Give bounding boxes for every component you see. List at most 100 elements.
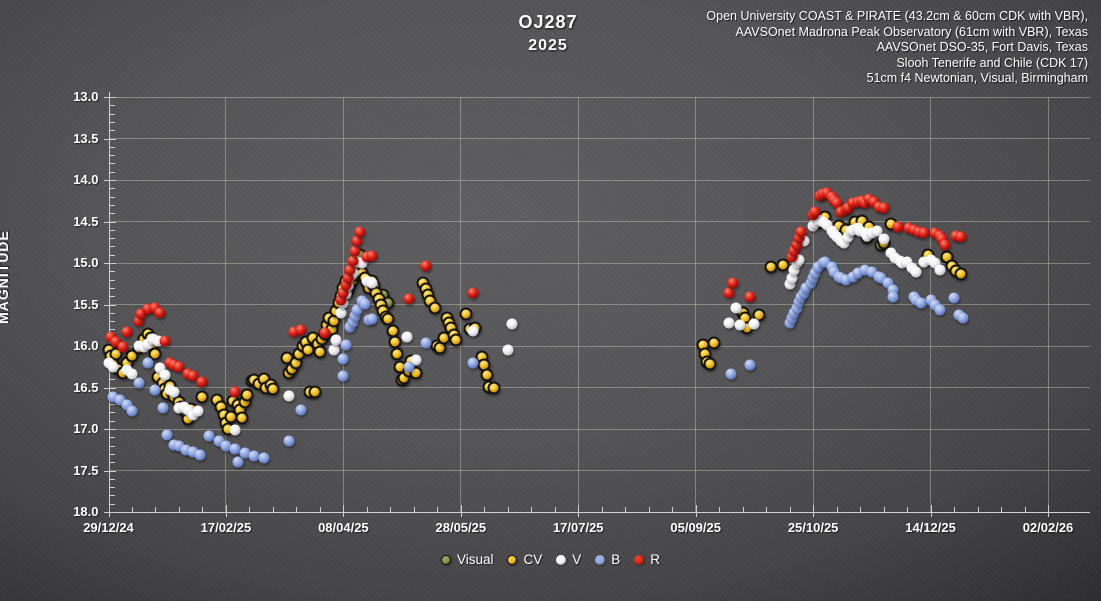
- data-point-b: [248, 450, 260, 462]
- data-point-r: [420, 260, 432, 272]
- data-point-v: [918, 256, 930, 268]
- gridline-horizontal: [108, 179, 1090, 181]
- data-point-v: [786, 272, 798, 284]
- data-point-v: [788, 264, 800, 276]
- data-point-r: [786, 251, 798, 263]
- x-tick-label: 17/02/25: [200, 520, 252, 535]
- data-point-r: [788, 245, 800, 257]
- data-point-v: [798, 235, 810, 247]
- data-point-cv: [449, 333, 463, 347]
- gridline-vertical: [460, 97, 462, 512]
- data-point-v: [793, 254, 805, 266]
- data-point-r: [467, 287, 479, 299]
- data-point-b: [812, 261, 824, 273]
- data-point-v: [838, 237, 850, 249]
- data-point-b: [258, 452, 270, 464]
- x-axis-minor-tick: [742, 507, 744, 512]
- legend-label-cv: CV: [523, 552, 543, 567]
- data-point-b: [840, 274, 852, 286]
- data-point-b: [340, 339, 352, 351]
- x-axis-minor-tick: [789, 507, 791, 512]
- data-point-b: [349, 310, 361, 322]
- data-point-cv: [390, 347, 404, 361]
- x-axis-minor-tick: [1001, 507, 1003, 512]
- x-axis-minor-tick: [437, 507, 439, 512]
- gridline-horizontal: [108, 221, 1090, 222]
- x-axis-minor-tick: [625, 507, 627, 512]
- gridline-vertical: [812, 97, 814, 512]
- gridline-horizontal: [108, 470, 1090, 471]
- data-point-r: [117, 341, 129, 353]
- data-point-cv: [235, 411, 249, 425]
- x-axis-minor-tick: [648, 507, 650, 512]
- data-point-v: [910, 266, 922, 278]
- data-point-v: [502, 344, 514, 356]
- data-point-v: [934, 264, 946, 276]
- x-axis-minor-tick: [155, 507, 157, 512]
- data-point-b: [232, 456, 244, 468]
- y-axis-minor-tick: [109, 453, 115, 455]
- legend-marker-cv-icon: [507, 554, 518, 565]
- data-point-r: [110, 336, 122, 348]
- data-point-r: [154, 307, 166, 319]
- legend-item-b: B: [595, 552, 620, 567]
- x-axis-minor-tick: [202, 507, 204, 512]
- x-tick-label: 25/10/25: [787, 520, 839, 535]
- data-point-r: [159, 335, 171, 347]
- credit-line: Open University COAST & PIRATE (43.2cm &…: [706, 9, 1088, 23]
- data-point-b: [403, 361, 415, 373]
- data-point-v: [901, 256, 913, 268]
- y-tick-label: 14.0: [73, 172, 99, 187]
- data-point-cv: [388, 335, 402, 349]
- x-axis-minor-tick: [554, 507, 556, 512]
- data-point-b: [420, 337, 432, 349]
- legend: Visual CV V B R: [0, 552, 1101, 567]
- y-axis-major-tick: [103, 263, 116, 264]
- legend-marker-v-icon: [556, 554, 567, 565]
- y-tick-label: 17.5: [73, 462, 99, 478]
- data-point-r: [335, 294, 347, 306]
- data-point-b: [948, 292, 960, 304]
- chart-title-object: OJ287: [518, 12, 578, 32]
- x-axis-minor-tick: [272, 507, 274, 512]
- credit-line: AAVSOnet Madrona Peak Observatory (61cm …: [735, 24, 1088, 39]
- data-point-r: [795, 226, 807, 238]
- data-point-r: [809, 206, 821, 218]
- data-point-cv: [707, 336, 721, 350]
- y-tick-label: 18.0: [73, 504, 99, 519]
- x-axis-minor-tick: [766, 507, 768, 512]
- data-point-r: [351, 235, 363, 247]
- y-axis-minor-tick: [109, 271, 115, 273]
- data-point-b: [934, 304, 946, 316]
- data-point-b: [887, 291, 899, 303]
- x-axis-major-tick: [343, 505, 345, 517]
- data-point-b: [213, 435, 225, 447]
- y-axis-title: MAGNITUDE: [0, 230, 11, 324]
- x-axis-minor-tick: [836, 507, 838, 512]
- y-tick-label: 15.5: [73, 296, 99, 312]
- data-point-v: [784, 278, 796, 290]
- y-axis-minor-tick: [109, 287, 115, 289]
- data-point-v: [330, 334, 342, 346]
- data-point-r: [403, 293, 415, 305]
- y-axis-minor-tick: [109, 246, 115, 248]
- data-point-v: [159, 369, 171, 381]
- data-point-v: [730, 302, 742, 314]
- y-axis-minor-tick: [109, 445, 115, 447]
- data-point-r: [939, 239, 951, 251]
- data-point-r: [727, 277, 739, 289]
- data-point-b: [121, 399, 133, 411]
- data-point-r: [319, 327, 331, 339]
- data-point-cv: [195, 390, 209, 404]
- data-point-b: [859, 264, 871, 276]
- data-point-b: [929, 299, 941, 310]
- gridline-horizontal: [108, 387, 1090, 388]
- data-point-r: [859, 197, 871, 209]
- data-point-cv: [308, 385, 322, 399]
- legend-item-cv: CV: [507, 552, 542, 567]
- y-tick-label: 13.0: [73, 89, 99, 104]
- data-point-b: [337, 353, 349, 365]
- x-tick-label: 08/04/25: [318, 520, 369, 535]
- data-point-v: [366, 277, 378, 289]
- y-axis-minor-tick: [109, 146, 115, 148]
